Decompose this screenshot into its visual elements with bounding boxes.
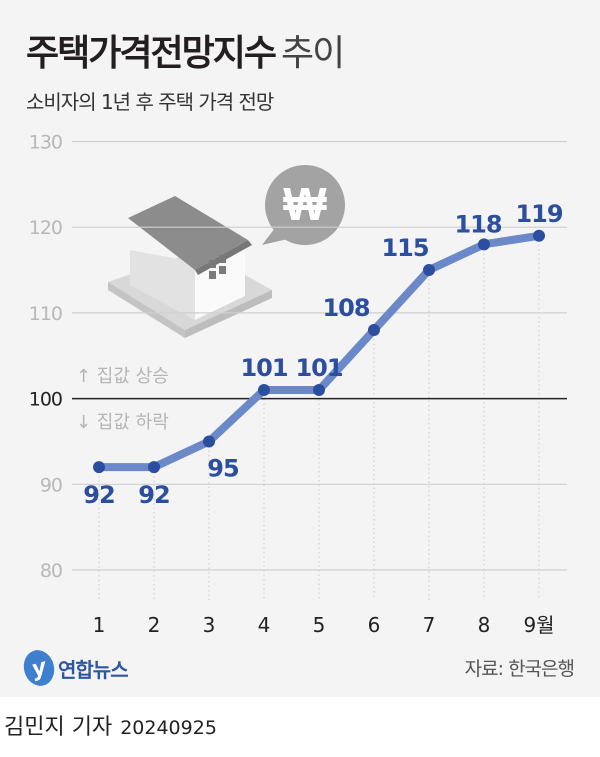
title-suffix: 추이 xyxy=(280,33,345,74)
data-point xyxy=(478,238,490,251)
source-note: 자료: 한국은행 xyxy=(464,658,575,680)
subtitle: 소비자의 1년 후 주택 가격 전망 xyxy=(26,90,274,114)
y-tick-label: 90 xyxy=(40,474,62,496)
x-tick-label: 9월 xyxy=(523,613,554,637)
x-tick-label: 4 xyxy=(258,613,271,637)
data-label: 95 xyxy=(207,454,239,482)
logo-mark-icon: y xyxy=(19,646,59,690)
svg-text:₩: ₩ xyxy=(283,178,327,230)
byline: 김민지 기자 20240925 xyxy=(4,709,217,741)
yonhap-logo: y 연합뉴스 xyxy=(19,646,129,690)
x-tick-label: 1 xyxy=(93,613,106,637)
x-tick-label: 8 xyxy=(478,613,491,637)
x-tick-label: 6 xyxy=(368,613,381,637)
y-tick-label: 80 xyxy=(40,560,62,582)
chart-panel xyxy=(0,0,600,697)
house-icon xyxy=(108,196,272,338)
annotation-up: ↑ 집값 상승 xyxy=(76,366,169,387)
line-chart: ₩ 1 2 3 4 5 6 7 8 9월 80 90 100 110 120 130 92 92 95 101 10… xyxy=(29,132,567,637)
title-main: 주택가격전망지수 xyxy=(26,33,277,74)
y-tick-label: 120 xyxy=(29,217,62,239)
data-point xyxy=(313,384,325,397)
y-tick-label: 110 xyxy=(29,303,62,325)
data-label: 92 xyxy=(138,481,169,509)
x-tick-label: 7 xyxy=(423,613,436,637)
data-label: 119 xyxy=(515,200,562,228)
data-label: 101 xyxy=(295,354,342,382)
data-point xyxy=(93,461,105,474)
x-tick-label: 2 xyxy=(148,613,161,637)
data-label: 108 xyxy=(322,294,369,322)
y-tick-label: 130 xyxy=(29,132,62,154)
y-tick-label: 100 xyxy=(29,389,62,411)
annotation-down: ↓ 집값 하락 xyxy=(76,412,169,433)
data-point xyxy=(533,229,545,242)
logo-text: 연합뉴스 xyxy=(58,657,129,682)
data-point xyxy=(258,384,270,397)
data-label: 115 xyxy=(381,234,428,262)
data-point xyxy=(203,435,215,448)
x-tick-label: 5 xyxy=(313,613,326,637)
x-tick-label: 3 xyxy=(203,613,216,637)
reporter: 김민지 기자 xyxy=(4,715,113,740)
data-point xyxy=(423,264,435,277)
data-label: 101 xyxy=(240,354,287,382)
data-point xyxy=(148,461,160,474)
data-label: 92 xyxy=(83,481,114,509)
publish-date: 20240925 xyxy=(120,717,217,739)
data-label: 118 xyxy=(454,210,501,238)
data-point xyxy=(368,324,380,337)
won-speech-bubble-icon: ₩ xyxy=(262,165,345,245)
page-title: 주택가격전망지수 추이 xyxy=(26,24,345,76)
